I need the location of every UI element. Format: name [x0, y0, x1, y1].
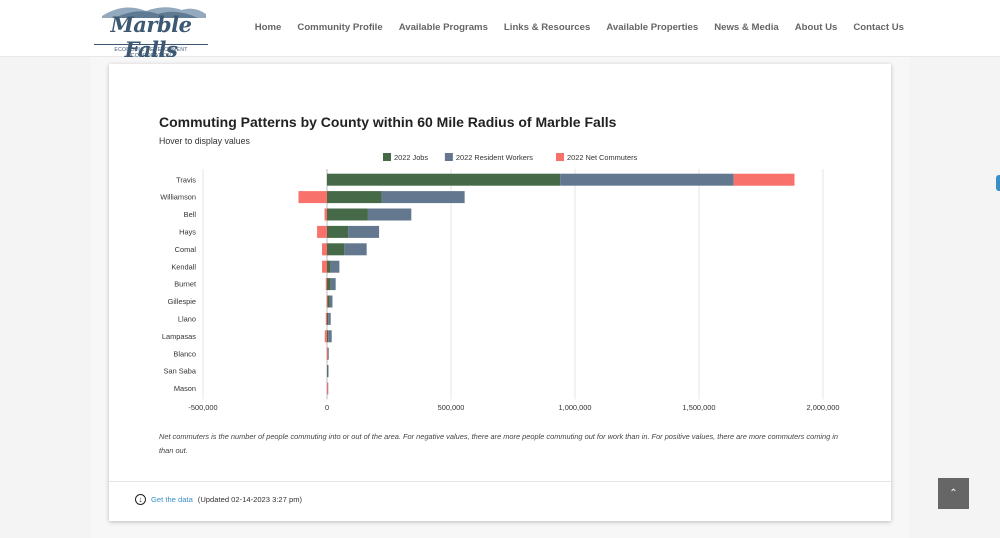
bar-segment: Comal — 2022 Resident Workers: 90,000: [344, 243, 367, 256]
nav-available-programs[interactable]: Available Programs: [398, 22, 488, 33]
chart-card: Commuting Patterns by County within 60 M…: [109, 64, 891, 521]
bar-segment: Lampasas — 2022 Jobs: 5,000: [327, 330, 329, 343]
chart-footnote: Net commuters is the number of people co…: [159, 432, 839, 455]
x-tick-label: 0: [325, 403, 329, 412]
y-tick-label: Bell: [184, 210, 197, 219]
y-tick-label: Llano: [178, 315, 196, 324]
bar-segment: Lampasas — 2022 Net Commuters: -9,000: [324, 330, 327, 343]
nav-home[interactable]: Home: [254, 22, 282, 33]
bar-segment: Llano — 2022 Jobs: 5,000: [327, 312, 329, 325]
nav-community-profile[interactable]: Community Profile: [297, 22, 383, 33]
get-data-row: ↓ Get the data (Updated 02-14-2023 3:27 …: [135, 494, 302, 505]
get-data-link[interactable]: Get the data: [151, 495, 193, 504]
bar-segment: Gillespie — 2022 Jobs: 10,000: [327, 295, 330, 308]
bar-segment: Kendall — 2022 Jobs: 15,000: [327, 260, 331, 273]
site-header: Marble Falls ECONOMIC DEVELOPMENT CORPOR…: [0, 0, 1000, 62]
site-logo[interactable]: Marble Falls ECONOMIC DEVELOPMENT CORPOR…: [94, 2, 208, 62]
mountain-icon: [102, 7, 206, 18]
y-tick-label: Williamson: [160, 193, 196, 202]
scroll-to-top-button[interactable]: ⌃: [938, 478, 969, 509]
bar-segment: Kendall — 2022 Resident Workers: 35,000: [330, 260, 340, 273]
y-tick-label: Lampasas: [162, 332, 196, 341]
y-tick-label: Gillespie: [168, 297, 196, 306]
bar-segment: Williamson — 2022 Jobs: 220,000: [327, 191, 382, 204]
bar-segment: Lampasas — 2022 Resident Workers: 14,000: [328, 330, 332, 343]
chart-title: Commuting Patterns by County within 60 M…: [159, 114, 617, 130]
nav-available-properties[interactable]: Available Properties: [606, 22, 699, 33]
bar-segment: Williamson — 2022 Resident Workers: 335,…: [381, 191, 465, 204]
legend-entry: 2022 Jobs: [394, 153, 428, 162]
bar-segment: Gillespie — 2022 Net Commuters: -2,000: [326, 295, 328, 308]
legend-entry: 2022 Resident Workers: [456, 153, 533, 162]
y-tick-label: Burnet: [174, 280, 196, 289]
y-tick-label: Hays: [179, 228, 196, 237]
download-icon[interactable]: ↓: [135, 494, 146, 505]
logo-subtitle: ECONOMIC DEVELOPMENT CORPORATION: [94, 44, 208, 59]
bar-segment: Bell — 2022 Net Commuters: -10,000: [324, 208, 327, 221]
nav-news-media[interactable]: News & Media: [714, 22, 779, 33]
bar-segment: Bell — 2022 Jobs: 165,000: [327, 208, 368, 221]
bar-segment: Llano — 2022 Resident Workers: 10,000: [328, 312, 331, 325]
y-tick-label: Comal: [175, 245, 197, 254]
legend-swatch: [444, 153, 453, 161]
x-tick-label: 2,000,000: [807, 403, 840, 412]
y-tick-label: San Saba: [164, 367, 197, 376]
legend-swatch: [556, 153, 564, 161]
chevron-up-icon: ⌃: [949, 488, 958, 499]
bar-segment: Comal — 2022 Jobs: 70,000: [327, 243, 345, 256]
bar-segment: Travis — 2022 Jobs: 940,000: [327, 173, 561, 186]
bar-segment: San Saba — 2022 Resident Workers: 2,000: [327, 365, 329, 378]
y-tick-label: Blanco: [173, 349, 196, 358]
card-divider: [109, 481, 891, 482]
bar-segment: Travis — 2022 Resident Workers: 700,000: [560, 173, 734, 186]
nav-about-us[interactable]: About Us: [794, 22, 838, 33]
bar-segment: Blanco — 2022 Net Commuters: -1,000: [326, 347, 328, 360]
chart-hint: Hover to display values: [159, 136, 250, 146]
bar-segment: Hays — 2022 Jobs: 85,000: [327, 225, 349, 238]
commuting-chart[interactable]: -500,000 0 500,000 1,000,000 1,500,000 2,000,…: [109, 64, 891, 424]
bar-segment: Comal — 2022 Net Commuters: -20,000: [322, 243, 327, 256]
bar-segment: Hays — 2022 Net Commuters: -40,000: [317, 225, 327, 238]
x-tick-label: -500,000: [188, 403, 217, 412]
main-nav: Home Community Profile Available Program…: [255, 22, 904, 33]
bar-segment: Llano — 2022 Net Commuters: -5,000: [325, 312, 327, 325]
bar-segment: Burnet — 2022 Net Commuters: -5,000: [325, 278, 327, 291]
nav-contact-us[interactable]: Contact Us: [853, 22, 904, 33]
bar-segment: Gillespie — 2022 Resident Workers: 12,00…: [329, 295, 333, 308]
y-tick-label: Kendall: [171, 262, 196, 271]
bar-segment: Travis — 2022 Net Commuters: 245,000: [733, 173, 795, 186]
nav-links-resources[interactable]: Links & Resources: [503, 22, 591, 33]
updated-timestamp: (Updated 02-14-2023 3:27 pm): [197, 495, 303, 504]
legend-entry: 2022 Net Commuters: [567, 153, 638, 162]
bar-segment: Mason — 2022 Net Commuters: -500: [326, 382, 328, 395]
x-tick-label: 1,000,000: [559, 403, 592, 412]
logo-wordmark: Marble Falls: [110, 12, 192, 62]
bar-segment: Bell — 2022 Resident Workers: 175,000: [367, 208, 412, 221]
side-feedback-tab[interactable]: [996, 175, 1000, 191]
bar-segment: Burnet — 2022 Jobs: 15,000: [327, 278, 331, 291]
bar-segment: Burnet — 2022 Resident Workers: 20,000: [330, 278, 336, 291]
legend-swatch: [383, 153, 391, 161]
bar-segment: Kendall — 2022 Net Commuters: -20,000: [322, 260, 327, 273]
y-tick-label: Travis: [176, 175, 196, 184]
bar-segment: Williamson — 2022 Net Commuters: -115,00…: [298, 191, 327, 204]
x-tick-label: 1,500,000: [683, 403, 716, 412]
bar-segment: Blanco — 2022 Resident Workers: 4,000: [327, 347, 329, 360]
y-tick-label: Mason: [174, 384, 196, 393]
bar-segment: Hays — 2022 Resident Workers: 125,000: [348, 225, 380, 238]
x-tick-label: 500,000: [438, 403, 465, 412]
